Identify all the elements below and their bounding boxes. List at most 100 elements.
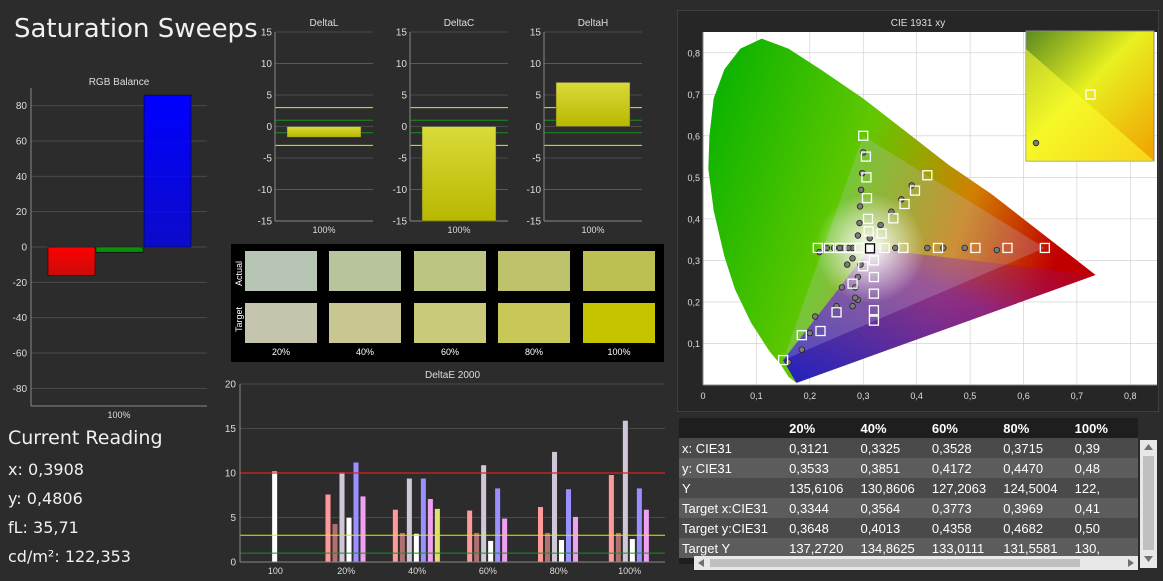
deltae-ytick-label: 5 bbox=[230, 513, 236, 524]
cie-inset-gamut-edge bbox=[1026, 49, 1154, 161]
delta-ytick-label: -10 bbox=[527, 185, 542, 196]
deltae-bar bbox=[271, 471, 278, 563]
cie-measured-point bbox=[811, 313, 819, 320]
table-cell: 0,3648 bbox=[786, 518, 858, 538]
table-cell: 134,8625 bbox=[857, 538, 929, 558]
cie-measured-point bbox=[892, 244, 899, 252]
cie-xtick-label: 0,2 bbox=[804, 391, 817, 401]
cie-white-point-marker bbox=[864, 243, 876, 254]
cie-measured-point bbox=[798, 346, 806, 353]
table-row-label: Target y:CIE31 bbox=[679, 518, 787, 538]
delta-ytick-label: 0 bbox=[266, 122, 272, 133]
deltae-bar bbox=[551, 451, 558, 563]
deltae-title: DeltaE 2000 bbox=[425, 370, 480, 381]
table-row: Target y:CIE31 0,3648 0,4013 0,4358 0,4682 0,… bbox=[679, 518, 1138, 538]
hscroll-thumb[interactable] bbox=[710, 559, 1080, 567]
table-row: y: CIE31 0,3533 0,3851 0,4172 0,4470 0,48 bbox=[679, 458, 1138, 478]
delta-ytick-label: 10 bbox=[530, 59, 542, 70]
rgb-bar bbox=[95, 246, 144, 253]
table-cell: 131,5581 bbox=[1000, 538, 1072, 558]
vscroll-thumb[interactable] bbox=[1143, 456, 1154, 550]
target-swatch bbox=[583, 303, 655, 343]
table-row: Target x:CIE31 0,3344 0,3564 0,3773 0,3969 0,… bbox=[679, 498, 1138, 518]
table-cell: 0,50 bbox=[1071, 518, 1138, 538]
cie-target-marker bbox=[868, 305, 880, 316]
rgb-bar bbox=[143, 94, 192, 248]
cie-target-marker bbox=[861, 172, 872, 183]
deltae-xtick-label: 60% bbox=[479, 566, 497, 576]
cie-xtick-label: 0,1 bbox=[750, 391, 763, 401]
table-cell: 0,3564 bbox=[857, 498, 929, 518]
scroll-left-icon[interactable] bbox=[698, 559, 704, 567]
cie-target-marker bbox=[796, 330, 807, 341]
cie-title: CIE 1931 xy bbox=[891, 18, 945, 29]
deltae-xtick-label: 80% bbox=[550, 566, 568, 576]
cie-1931-svg: CIE 1931 xy 0,1 0,2 0,3 0,4 0,5 0,6 0,7 0,8 0 0,1 0… bbox=[676, 9, 1160, 413]
cie-target-marker bbox=[815, 325, 826, 337]
table-cell: 0,4470 bbox=[1000, 458, 1072, 478]
delta-ytick-label: -15 bbox=[393, 217, 408, 228]
deltae-bar bbox=[466, 510, 473, 563]
target-swatch bbox=[329, 303, 401, 343]
rgb-balance-title: RGB Balance bbox=[89, 77, 150, 88]
scroll-up-icon[interactable] bbox=[1144, 444, 1153, 450]
table-row-label: x: CIE31 bbox=[679, 438, 787, 458]
table-cell: 0,3773 bbox=[928, 498, 1001, 518]
reading-x: x: 0,3908 bbox=[8, 460, 84, 479]
swatch-panel: Actual Target 20% 40% 60% 80% 100% bbox=[231, 244, 664, 362]
delta-ytick-label: 5 bbox=[401, 91, 407, 102]
reading-cdm2: cd/m²: 122,353 bbox=[8, 547, 131, 566]
rgb-balance-svg: RGB Balance 80 60 40 20 0 -20 -40 -60 -80 100% bbox=[13, 77, 207, 420]
deltae-bar bbox=[339, 471, 345, 563]
cie-target-marker bbox=[858, 261, 869, 272]
table-header-cell: 40% bbox=[857, 418, 929, 438]
delta-xtick-label: 100% bbox=[312, 225, 335, 235]
scroll-down-icon[interactable] bbox=[1144, 556, 1153, 562]
deltae-bar bbox=[406, 478, 413, 563]
deltae-bar bbox=[325, 494, 331, 563]
cie-target-marker bbox=[888, 213, 899, 224]
deltae-bar bbox=[494, 487, 501, 563]
page-title: Saturation Sweeps bbox=[14, 14, 258, 44]
cie-ytick-label: 0,8 bbox=[687, 48, 700, 58]
table-cell: 0,48 bbox=[1071, 458, 1138, 478]
rgb-xtick-label: 100% bbox=[107, 410, 130, 419]
table-row: Y 135,6106 130,8606 127,2063 124,5004 122, bbox=[679, 478, 1138, 498]
swatch-percent-label: 20% bbox=[271, 347, 290, 357]
actual-swatch bbox=[414, 251, 486, 291]
cie-target-marker bbox=[863, 226, 874, 237]
deltae-ytick-label: 15 bbox=[225, 424, 236, 435]
cie-ytick-label: 0,7 bbox=[687, 90, 700, 100]
deltae-bar bbox=[413, 533, 420, 563]
scroll-right-icon[interactable] bbox=[1128, 559, 1134, 567]
cie-measured-point bbox=[856, 219, 863, 227]
table-cell: 0,4013 bbox=[857, 518, 929, 538]
deltae-xtick-label: 40% bbox=[408, 566, 426, 576]
deltae-xtick-label: 20% bbox=[337, 566, 355, 576]
table-cell: 122, bbox=[1071, 478, 1138, 498]
table-horizontal-scrollbar[interactable] bbox=[694, 556, 1138, 570]
rgb-ytick-label: -80 bbox=[13, 384, 28, 395]
swatch-percent-label: 60% bbox=[440, 347, 459, 357]
deltae-ytick-label: 20 bbox=[225, 380, 236, 391]
cie-target-marker bbox=[858, 130, 869, 141]
table-row-label: Target x:CIE31 bbox=[679, 498, 787, 518]
deltae-ytick-label: 10 bbox=[225, 469, 236, 480]
table-cell: 0,3969 bbox=[1000, 498, 1072, 518]
cie-xtick-label: 0,6 bbox=[1017, 391, 1030, 401]
deltae-2000-chart: DeltaE 2000 20 15 10 5 0 100 20% 40% 60% 80% 100% bbox=[225, 368, 670, 581]
delta-bar bbox=[421, 126, 497, 222]
deltae-bar bbox=[346, 517, 352, 563]
table-vertical-scrollbar[interactable] bbox=[1140, 440, 1157, 568]
cie-measured-point bbox=[877, 221, 884, 229]
cie-target-marker bbox=[1039, 242, 1050, 254]
delta-ytick-label: 15 bbox=[261, 28, 273, 39]
deltae-bar bbox=[480, 464, 487, 563]
delta-chart-title: DeltaC bbox=[444, 18, 475, 29]
cie-target-marker bbox=[868, 315, 880, 326]
current-reading-heading: Current Reading bbox=[8, 427, 163, 449]
rgb-ytick-label: -20 bbox=[13, 278, 28, 289]
cie-measured-point bbox=[849, 302, 856, 310]
cie-measured-point bbox=[856, 203, 864, 210]
deltae-bar bbox=[473, 532, 480, 563]
